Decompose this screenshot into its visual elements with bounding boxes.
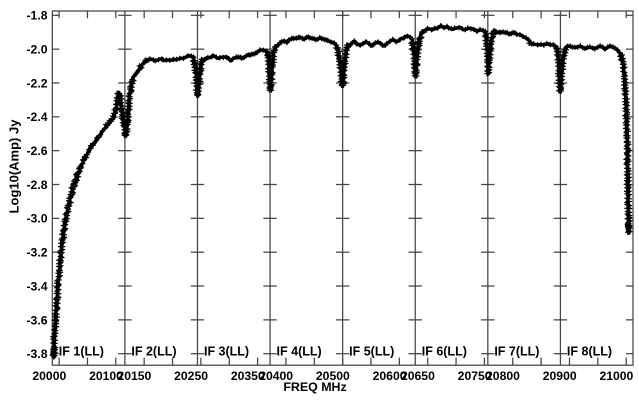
- svg-text:IF 4(LL): IF 4(LL): [277, 344, 322, 358]
- svg-text:20150: 20150: [117, 369, 151, 383]
- svg-text:20900: 20900: [543, 369, 577, 383]
- svg-text:-2.2: -2.2: [26, 76, 47, 90]
- svg-text:IF 7(LL): IF 7(LL): [494, 344, 539, 358]
- svg-text:-3.0: -3.0: [26, 212, 47, 226]
- svg-text:20400: 20400: [259, 369, 293, 383]
- svg-text:-2.4: -2.4: [26, 110, 47, 124]
- svg-text:20600: 20600: [373, 369, 407, 383]
- svg-text:-1.8: -1.8: [26, 9, 47, 23]
- svg-text:IF 2(LL): IF 2(LL): [131, 344, 176, 358]
- svg-text:20650: 20650: [401, 369, 435, 383]
- svg-text:IF 6(LL): IF 6(LL): [422, 344, 467, 358]
- svg-text:20350: 20350: [231, 369, 265, 383]
- svg-text:-3.4: -3.4: [26, 279, 47, 293]
- svg-text:20000: 20000: [32, 369, 66, 383]
- svg-text:20750: 20750: [458, 369, 492, 383]
- svg-text:20500: 20500: [316, 369, 350, 383]
- svg-text:-3.8: -3.8: [26, 347, 47, 361]
- svg-text:21000: 21000: [599, 369, 633, 383]
- svg-text:Log10(Amp) Jy: Log10(Amp) Jy: [6, 119, 21, 214]
- svg-text:-3.2: -3.2: [26, 246, 47, 260]
- svg-text:-2.8: -2.8: [26, 178, 47, 192]
- svg-text:FREQ MHz: FREQ MHz: [283, 380, 346, 394]
- svg-text:20250: 20250: [174, 369, 208, 383]
- svg-text:-2.0: -2.0: [26, 43, 47, 57]
- svg-text:IF 8(LL): IF 8(LL): [567, 344, 612, 358]
- svg-text:IF 5(LL): IF 5(LL): [349, 344, 394, 358]
- svg-text:20100: 20100: [89, 369, 123, 383]
- svg-text:-2.6: -2.6: [26, 144, 47, 158]
- svg-text:IF 3(LL): IF 3(LL): [204, 344, 249, 358]
- svg-text:-3.6: -3.6: [26, 313, 47, 327]
- svg-text:IF 1(LL): IF 1(LL): [59, 344, 104, 358]
- svg-text:20800: 20800: [486, 369, 520, 383]
